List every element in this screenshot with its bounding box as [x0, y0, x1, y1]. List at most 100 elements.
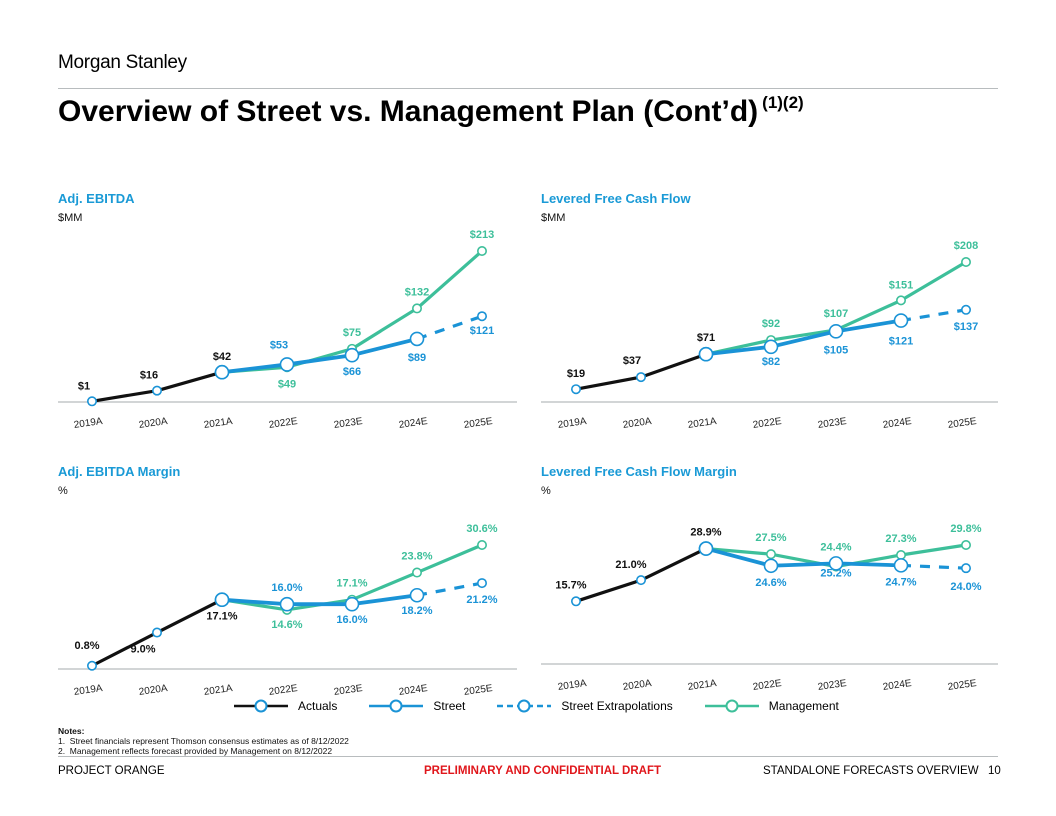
- page-number: 10: [988, 765, 1001, 777]
- chart-title-lfcf: Levered Free Cash Flow: [541, 191, 691, 206]
- data-point-management: [411, 303, 422, 314]
- data-point-street: [279, 357, 295, 372]
- x-tick-label: 2023E: [817, 416, 847, 431]
- data-label-street-extrapolations: 24.0%: [950, 581, 981, 593]
- data-label-actuals: $1: [78, 380, 90, 392]
- data-point-actuals: [698, 541, 714, 556]
- data-label-street: 16.0%: [336, 614, 367, 626]
- data-label-street: 24.6%: [755, 577, 786, 589]
- footer-divider: [58, 756, 998, 757]
- data-label-street: $82: [762, 356, 780, 368]
- legend-swatch-icon: [369, 699, 424, 713]
- data-point-street: [763, 339, 779, 355]
- data-label-management: $151: [889, 279, 913, 291]
- chart-1: 2019A 2020A 2021A 2022E 2023E 2024E 2025E $19 $3…: [541, 240, 998, 431]
- legend-item-street: Street: [367, 699, 465, 713]
- chart-2: 2019A 2020A 2021A 2022E 2023E 2024E 2025E 0.8% 9…: [58, 523, 517, 698]
- data-point-actuals: [698, 346, 714, 362]
- data-point-actuals: [635, 372, 646, 383]
- data-label-actuals: $37: [623, 355, 641, 367]
- chart-3: 2019A 2020A 2021A 2022E 2023E 2024E 2025E 15.7%…: [541, 523, 998, 693]
- data-point-street: [344, 347, 360, 363]
- legend-swatch-icon: [234, 699, 288, 713]
- x-tick-label: 2025E: [947, 678, 977, 693]
- data-point-street: [409, 331, 425, 347]
- data-label-management: $213: [470, 229, 494, 241]
- legend-swatch-icon: [497, 699, 552, 713]
- page-title-text: Overview of Street vs. Management Plan (…: [58, 95, 759, 128]
- data-point-management: [895, 295, 906, 306]
- data-label-management: 30.6%: [466, 523, 497, 535]
- chart-title-ebitda: Adj. EBITDA: [58, 191, 135, 206]
- data-label-street-extrapolations: $121: [470, 325, 494, 337]
- x-tick-label: 2021A: [203, 416, 233, 431]
- brand-logo: Morgan Stanley: [58, 52, 187, 73]
- data-label-management: 29.8%: [950, 523, 981, 535]
- chart-unit-lfcf: $MM: [541, 212, 566, 224]
- data-point-street: [279, 596, 295, 612]
- x-tick-label: 2020A: [138, 683, 168, 698]
- footer-confidential: PRELIMINARY AND CONFIDENTIAL DRAFT: [424, 765, 662, 777]
- data-point-street: [344, 596, 360, 612]
- chart-unit-ebitda-margin: %: [58, 485, 68, 497]
- footer-section: STANDALONE FORECASTS OVERVIEW: [763, 765, 979, 777]
- x-tick-label: 2019A: [557, 678, 587, 693]
- data-point-management: [960, 539, 971, 550]
- x-tick-label: 2024E: [398, 683, 428, 698]
- data-label-actuals: 9.0%: [130, 644, 155, 656]
- data-point-street: [828, 324, 844, 339]
- legend-label: Street Extrapolations: [561, 699, 673, 713]
- data-point-street: [893, 313, 909, 328]
- footer-project: PROJECT ORANGE: [58, 765, 165, 777]
- x-tick-label: 2020A: [138, 416, 168, 431]
- title-footnotes: (1)(2): [762, 93, 804, 112]
- series-line-street-extrapolations: [900, 308, 967, 323]
- legend-item-street-extrapolations: Street Extrapolations: [495, 699, 673, 713]
- data-point-street: [893, 558, 909, 573]
- series-line-street: [705, 546, 902, 568]
- note-item-2: 2. Management reflects forecast provided…: [58, 746, 333, 756]
- data-point-actuals: [87, 396, 98, 407]
- data-label-actuals: $42: [213, 351, 231, 363]
- x-tick-label: 2024E: [882, 416, 912, 431]
- data-point-management: [476, 246, 487, 257]
- legend-label: Actuals: [298, 699, 338, 713]
- data-label-actuals: 17.1%: [206, 611, 237, 623]
- data-point-street-extrapolations: [476, 311, 487, 322]
- x-tick-label: 2024E: [398, 416, 428, 431]
- data-label-management: 27.5%: [755, 532, 786, 544]
- data-point-actuals: [214, 364, 230, 380]
- x-tick-label: 2023E: [333, 683, 363, 698]
- data-label-actuals: 15.7%: [555, 579, 586, 591]
- header-divider: [58, 88, 998, 89]
- note-item-1: 1. Street financials represent Thomson c…: [58, 736, 349, 746]
- chart-title-ebitda-margin: Adj. EBITDA Margin: [58, 464, 181, 479]
- legend-label: Street: [433, 699, 466, 713]
- data-label-street: $66: [343, 366, 361, 378]
- data-label-street: 18.2%: [401, 605, 432, 617]
- data-point-management: [960, 256, 971, 267]
- data-point-management: [765, 549, 776, 560]
- chart-0: 2019A 2020A 2021A 2022E 2023E 2024E 2025E $1 $16…: [58, 229, 517, 431]
- data-point-street: [409, 587, 425, 603]
- x-tick-label: 2021A: [687, 678, 717, 693]
- data-label-management: $107: [824, 308, 848, 320]
- x-tick-label: 2022E: [268, 683, 298, 698]
- page-title: Overview of Street vs. Management Plan (…: [58, 93, 804, 129]
- data-label-actuals: $71: [697, 332, 715, 344]
- data-point-street: [828, 556, 844, 571]
- data-point-street-extrapolations: [476, 578, 487, 589]
- data-label-actuals: $16: [140, 370, 158, 382]
- series-line-street-extrapolations: [416, 314, 483, 341]
- data-label-management: 14.6%: [271, 619, 302, 631]
- x-tick-label: 2020A: [622, 678, 652, 693]
- data-label-management: $132: [405, 286, 429, 298]
- data-label-management: $208: [954, 240, 978, 252]
- data-label-management: $92: [762, 318, 780, 330]
- data-label-street-extrapolations: 21.2%: [466, 594, 497, 606]
- x-tick-label: 2023E: [333, 416, 363, 431]
- data-label-street-extrapolations: $137: [954, 321, 978, 333]
- data-point-actuals: [152, 627, 163, 638]
- legend-label: Management: [768, 699, 839, 713]
- notes: Notes: 1. Street financials represent Th…: [58, 726, 349, 756]
